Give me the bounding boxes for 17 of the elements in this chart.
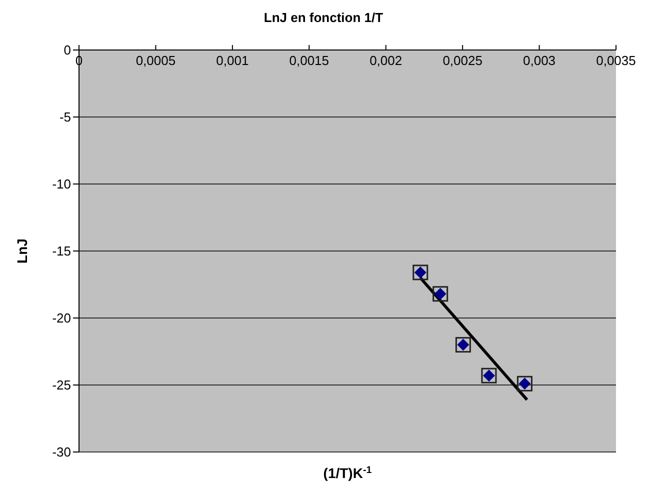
y-tick-label: -5 [59,110,71,125]
x-axis-title: (1/T)K$^{-1}$ [323,464,372,481]
x-tick-label: 0,0025 [442,53,482,68]
y-tick-label: -10 [52,176,71,192]
chart-title: LnJ en fonction 1/T [262,10,384,25]
y-tick-label: -20 [52,310,71,326]
y-tick-label: 0 [64,42,71,58]
x-tick-label: 0,003 [523,53,556,68]
x-tick-label: 0,002 [370,53,402,68]
x-tick-label: 0,0005 [136,53,176,68]
y-tick-label: -25 [52,378,71,393]
y-tick-label: -15 [52,244,71,259]
y-tick-label: -30 [52,444,71,460]
y-axis-title: LnJ [14,238,30,264]
x-tick-label: 0,0015 [289,53,330,68]
x-tick-label: 0,0035 [596,53,636,68]
x-tick-label: 0,001 [216,53,249,68]
